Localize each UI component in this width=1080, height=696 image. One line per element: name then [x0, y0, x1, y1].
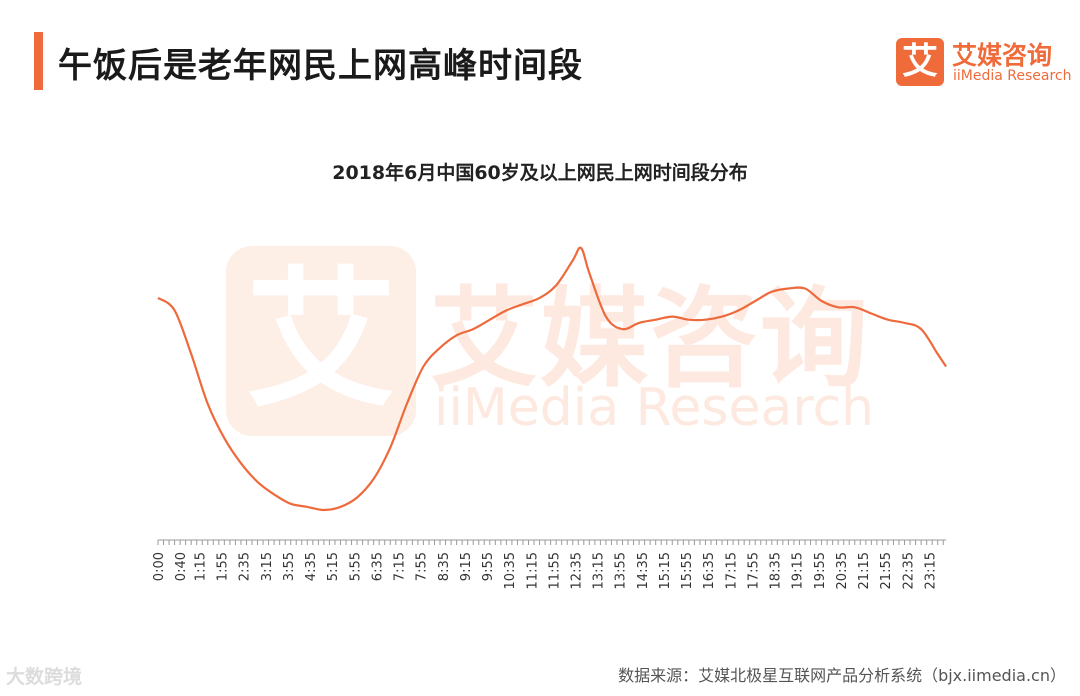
brand-logo: 艾 艾媒咨询 iiMedia Research [896, 38, 1072, 88]
x-tick-label: 0:40 [174, 552, 189, 581]
x-tick-label: 21:15 [857, 552, 872, 589]
x-axis-tick-labels: 0:00 0:40 1:15 1:55 2:35 3:15 3:55 4:35 5:15 5:55… [152, 552, 938, 589]
x-tick-label: 1:15 [193, 552, 208, 581]
x-tick-label: 7:15 [393, 552, 408, 581]
logo-cn-text: 艾媒咨询 [952, 41, 1053, 70]
x-tick-label: 9:15 [459, 552, 474, 581]
x-tick-label: 19:55 [813, 552, 828, 589]
x-tick-label: 18:35 [769, 552, 784, 589]
x-tick-label: 12:35 [570, 552, 585, 589]
x-tick-label: 0:00 [152, 552, 167, 581]
watermark-en-text: iiMedia Research [434, 378, 875, 438]
title-accent-bar [34, 32, 43, 90]
x-tick-label: 11:55 [547, 552, 562, 589]
x-tick-label: 16:35 [702, 552, 717, 589]
x-tick-label: 17:55 [746, 552, 761, 589]
x-tick-label: 6:35 [370, 552, 385, 581]
x-tick-label: 22:35 [901, 552, 916, 589]
corner-brand: 大数跨境 [6, 666, 83, 688]
x-axis-ticks [157, 540, 944, 545]
series-layer [157, 246, 947, 512]
series-line [157, 246, 947, 512]
source-note: 数据来源：艾媒北极星互联网产品分析系统（bjx.iimedia.cn） [618, 666, 1066, 685]
x-tick-label: 3:55 [282, 552, 297, 581]
x-tick-label: 1:55 [216, 552, 231, 581]
x-tick-label: 20:35 [835, 552, 850, 589]
x-tick-label: 15:15 [658, 552, 673, 589]
logo-en-text: iiMedia Research [953, 68, 1072, 84]
page-title: 午饭后是老年网民上网高峰时间段 [58, 46, 583, 86]
x-tick-label: 5:55 [348, 552, 363, 581]
x-tick-label: 15:55 [680, 552, 695, 589]
x-tick-label: 19:15 [791, 552, 806, 589]
x-tick-label: 4:35 [304, 552, 319, 581]
x-tick-label: 10:35 [503, 552, 518, 589]
x-tick-label: 13:15 [592, 552, 607, 589]
watermark-mark-icon: 艾 [226, 246, 416, 436]
x-tick-label: 5:15 [326, 552, 341, 581]
x-tick-label: 13:55 [614, 552, 629, 589]
x-tick-label: 2:35 [238, 552, 253, 581]
x-tick-label: 3:15 [260, 552, 275, 581]
x-tick-label: 9:55 [481, 552, 496, 581]
x-tick-label: 11:15 [525, 552, 540, 589]
x-tick-label: 17:15 [724, 552, 739, 589]
logo-mark-icon: 艾 [896, 38, 944, 86]
x-tick-label: 23:15 [923, 552, 938, 589]
x-tick-label: 14:35 [636, 552, 651, 589]
x-tick-label: 8:35 [437, 552, 452, 581]
watermark-cn-text: 艾媒咨询 [430, 277, 871, 402]
chart-title: 2018年6月中国60岁及以上网民上网时间段分布 [332, 162, 748, 184]
x-tick-label: 21:55 [879, 552, 894, 589]
x-tick-label: 7:55 [415, 552, 430, 581]
